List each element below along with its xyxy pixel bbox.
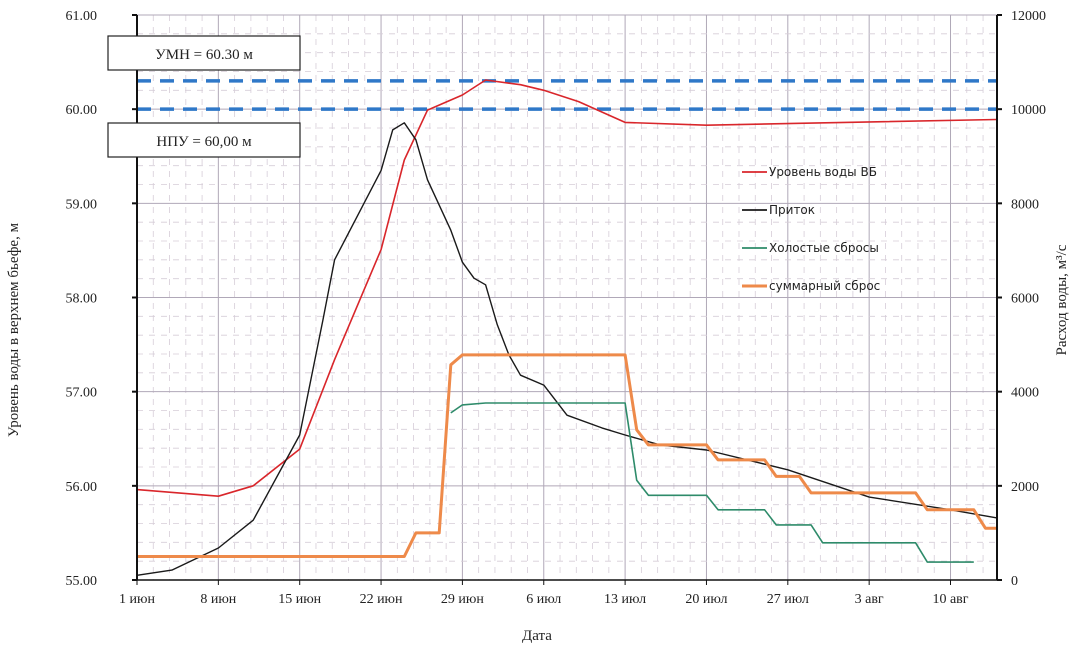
y-right-tick-label: 10000 [1011,103,1046,118]
tick-labels: 1 июн 8 июн 15 июн 22 июн 29 июн 6 июл 13 июл 2… [66,9,1047,607]
x-tick-label: 1 июн [119,592,155,607]
annotation-label: УМН = 60.30 м [155,47,253,63]
y-left-axis-title: Уровень воды в верхнем бьефе, м [6,222,22,437]
y-right-tick-label: 0 [1011,574,1018,589]
x-tick-label: 20 июл [685,592,727,607]
legend-label: Уровень воды ВБ [769,165,877,179]
x-tick-label: 10 авг [932,592,968,607]
x-tick-label: 13 июл [604,592,646,607]
y-right-tick-label: 4000 [1011,386,1039,401]
x-tick-label: 3 авг [855,592,884,607]
x-axis-title: Дата [522,628,552,644]
y-left-tick-label: 61.00 [66,9,98,24]
series-line-2 [450,402,974,563]
legend-label: Приток [769,203,815,217]
series-line-1 [136,122,998,576]
y-right-axis-title: Расход воды, м³/с [1054,244,1070,355]
annotation-box [107,122,301,158]
x-tick-label: 29 июн [441,592,484,607]
y-right-tick-label: 2000 [1011,480,1039,495]
reference-lines [137,79,997,111]
series-line-0 [136,79,998,498]
y-right-tick-label: 8000 [1011,197,1039,212]
series-line-3 [137,353,997,558]
annotation-label: НПУ = 60,00 м [156,134,252,150]
grid [136,14,997,581]
y-right-tick-label: 12000 [1011,9,1046,24]
x-tick-label: 22 июн [360,592,403,607]
series-layer [136,79,998,576]
y-left-tick-label: 58.00 [66,292,98,307]
y-right-tick-label: 6000 [1011,292,1039,307]
annotations: УМН = 60.30 м НПУ = 60,00 м [107,35,301,158]
y-left-tick-label: 60.00 [66,103,98,118]
y-left-tick-label: 55.00 [66,574,98,589]
annotation-box [107,35,301,71]
x-tick-label: 8 июн [200,592,236,607]
axes [132,14,1002,585]
y-left-tick-label: 56.00 [66,480,98,495]
y-left-tick-label: 59.00 [66,197,98,212]
x-tick-label: 27 июл [767,592,809,607]
legend: Уровень воды ВБ Приток Холостые сбросы сумм… [742,165,880,293]
y-left-tick-label: 57.00 [66,386,98,401]
legend-label: суммарный сброс [769,279,880,293]
x-tick-label: 6 июл [526,592,561,607]
x-tick-label: 15 июн [278,592,321,607]
legend-label: Холостые сбросы [769,241,879,255]
